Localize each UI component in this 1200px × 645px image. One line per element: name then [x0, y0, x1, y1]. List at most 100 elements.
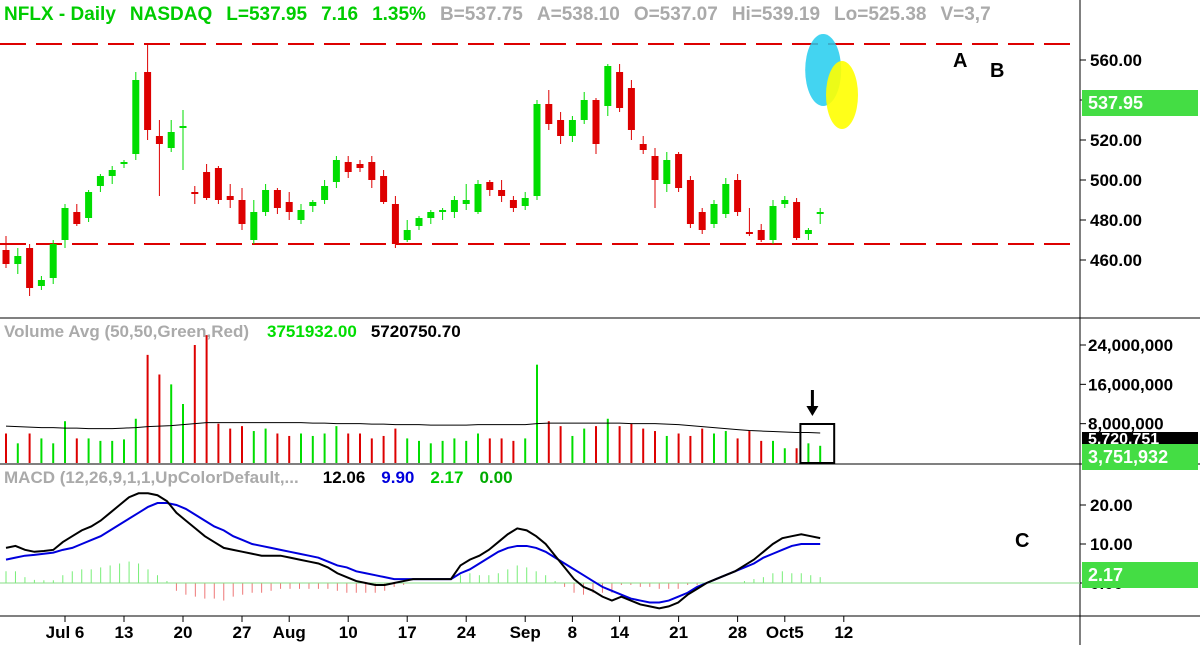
- x-tick-label: 21: [669, 623, 688, 642]
- candle-body: [439, 210, 447, 212]
- candle-body: [533, 104, 541, 196]
- price-tick-label: 500.00: [1090, 171, 1142, 190]
- candle-body: [557, 120, 565, 136]
- candle-body: [214, 168, 222, 200]
- bid-value: B=537.75: [439, 4, 523, 25]
- candle-body: [203, 172, 211, 198]
- macd-panel-title: MACD (12,26,9,1,1,UpColorDefault,... 12.0…: [4, 468, 513, 488]
- volume-highlight-box: [799, 423, 836, 464]
- symbol-label: NFLX - Daily: [4, 4, 116, 25]
- macd-hist-tag: 2.17: [1082, 562, 1198, 588]
- price-tick-label: 460.00: [1090, 251, 1142, 270]
- candle-body: [332, 160, 340, 182]
- volume-tick-label: 24,000,000: [1088, 336, 1173, 355]
- volume-tick-label: 16,000,000: [1088, 375, 1173, 394]
- macd-v3: 2.17: [430, 468, 464, 487]
- price-tick-label: 480.00: [1090, 211, 1142, 230]
- candle-body: [120, 162, 128, 164]
- candle-body: [580, 100, 588, 120]
- candle-body: [639, 144, 647, 150]
- candle-body: [427, 212, 435, 218]
- candle-body: [745, 232, 753, 234]
- x-tick-label: 17: [398, 623, 417, 642]
- candle-body: [545, 104, 553, 124]
- price-tick-label: 560.00: [1090, 51, 1142, 70]
- last-price: L=537.95: [226, 4, 308, 25]
- candle-body: [37, 280, 45, 286]
- candle-body: [663, 160, 671, 184]
- candle-body: [273, 190, 281, 208]
- candle-body: [734, 180, 742, 212]
- candle-body: [816, 212, 824, 214]
- change-pct: 1.35%: [372, 4, 426, 25]
- candle-body: [651, 156, 659, 180]
- macd-tick-label: 10.00: [1090, 535, 1133, 554]
- x-tick-label: 8: [568, 623, 577, 642]
- candle-body: [521, 198, 529, 206]
- volume-tick-label: 8,000,000: [1088, 415, 1164, 434]
- x-tick-label: 13: [115, 623, 134, 642]
- highlight-b: [826, 61, 858, 129]
- candle-body: [474, 184, 482, 212]
- x-tick-label: Aug: [273, 623, 306, 642]
- candle-body: [191, 192, 199, 194]
- candle-body: [509, 200, 517, 208]
- x-tick-label: 10: [339, 623, 358, 642]
- volume-val2: 5720750.70: [370, 322, 461, 341]
- macd-v1: 12.06: [322, 468, 366, 487]
- candle-body: [262, 190, 270, 212]
- candle-body: [592, 100, 600, 144]
- candle-body: [498, 190, 506, 196]
- candle-body: [450, 200, 458, 212]
- volume-panel-title: Volume Avg (50,50,Green,Red) 3751932.00 57…: [4, 322, 461, 342]
- candle-body: [757, 230, 765, 240]
- candle-body: [321, 186, 329, 200]
- candle-body: [250, 212, 258, 240]
- annotation-b: B: [990, 60, 1005, 82]
- change-value: 7.16: [321, 4, 359, 25]
- candle-body: [710, 204, 718, 224]
- candle-body: [226, 196, 234, 200]
- x-tick-label: Sep: [510, 623, 541, 642]
- candle-body: [155, 136, 163, 144]
- candle-body: [132, 80, 140, 154]
- price-tick-label: 520.00: [1090, 131, 1142, 150]
- candle-body: [675, 154, 683, 188]
- x-tick-label: Jul 6: [46, 623, 85, 642]
- candle-body: [804, 230, 812, 234]
- candle-body: [793, 202, 801, 238]
- candle-body: [144, 72, 152, 130]
- annotation-a: A: [953, 50, 968, 72]
- candle-body: [309, 202, 317, 206]
- candle-body: [285, 202, 293, 212]
- volume-tag: 3,751,932: [1082, 444, 1198, 470]
- candle-body: [73, 212, 81, 224]
- macd-v4: 0.00: [479, 468, 513, 487]
- candle-body: [686, 180, 694, 224]
- candle-body: [627, 88, 635, 130]
- candle-body: [604, 66, 612, 106]
- candle-body: [344, 162, 352, 172]
- macd-line: [5, 492, 821, 610]
- candle-body: [96, 176, 104, 186]
- candle-body: [486, 182, 494, 190]
- candle-body: [380, 176, 388, 202]
- candle-body: [49, 244, 57, 278]
- high-value: Hi=539.19: [731, 4, 821, 25]
- candle-body: [722, 184, 730, 214]
- candle-body: [568, 120, 576, 136]
- candle-body: [781, 200, 789, 204]
- x-tick-label: 27: [233, 623, 252, 642]
- macd-tick-label: 20.00: [1090, 496, 1133, 515]
- low-value: Lo=525.38: [834, 4, 927, 25]
- exchange-label: NASDAQ: [129, 4, 213, 25]
- candle-body: [391, 204, 399, 244]
- volume-average-line: [5, 422, 821, 434]
- ask-value: A=538.10: [536, 4, 620, 25]
- annotation-c: C: [1015, 530, 1030, 552]
- candle-body: [356, 164, 364, 168]
- candle-body: [462, 200, 470, 204]
- candle-body: [2, 250, 10, 264]
